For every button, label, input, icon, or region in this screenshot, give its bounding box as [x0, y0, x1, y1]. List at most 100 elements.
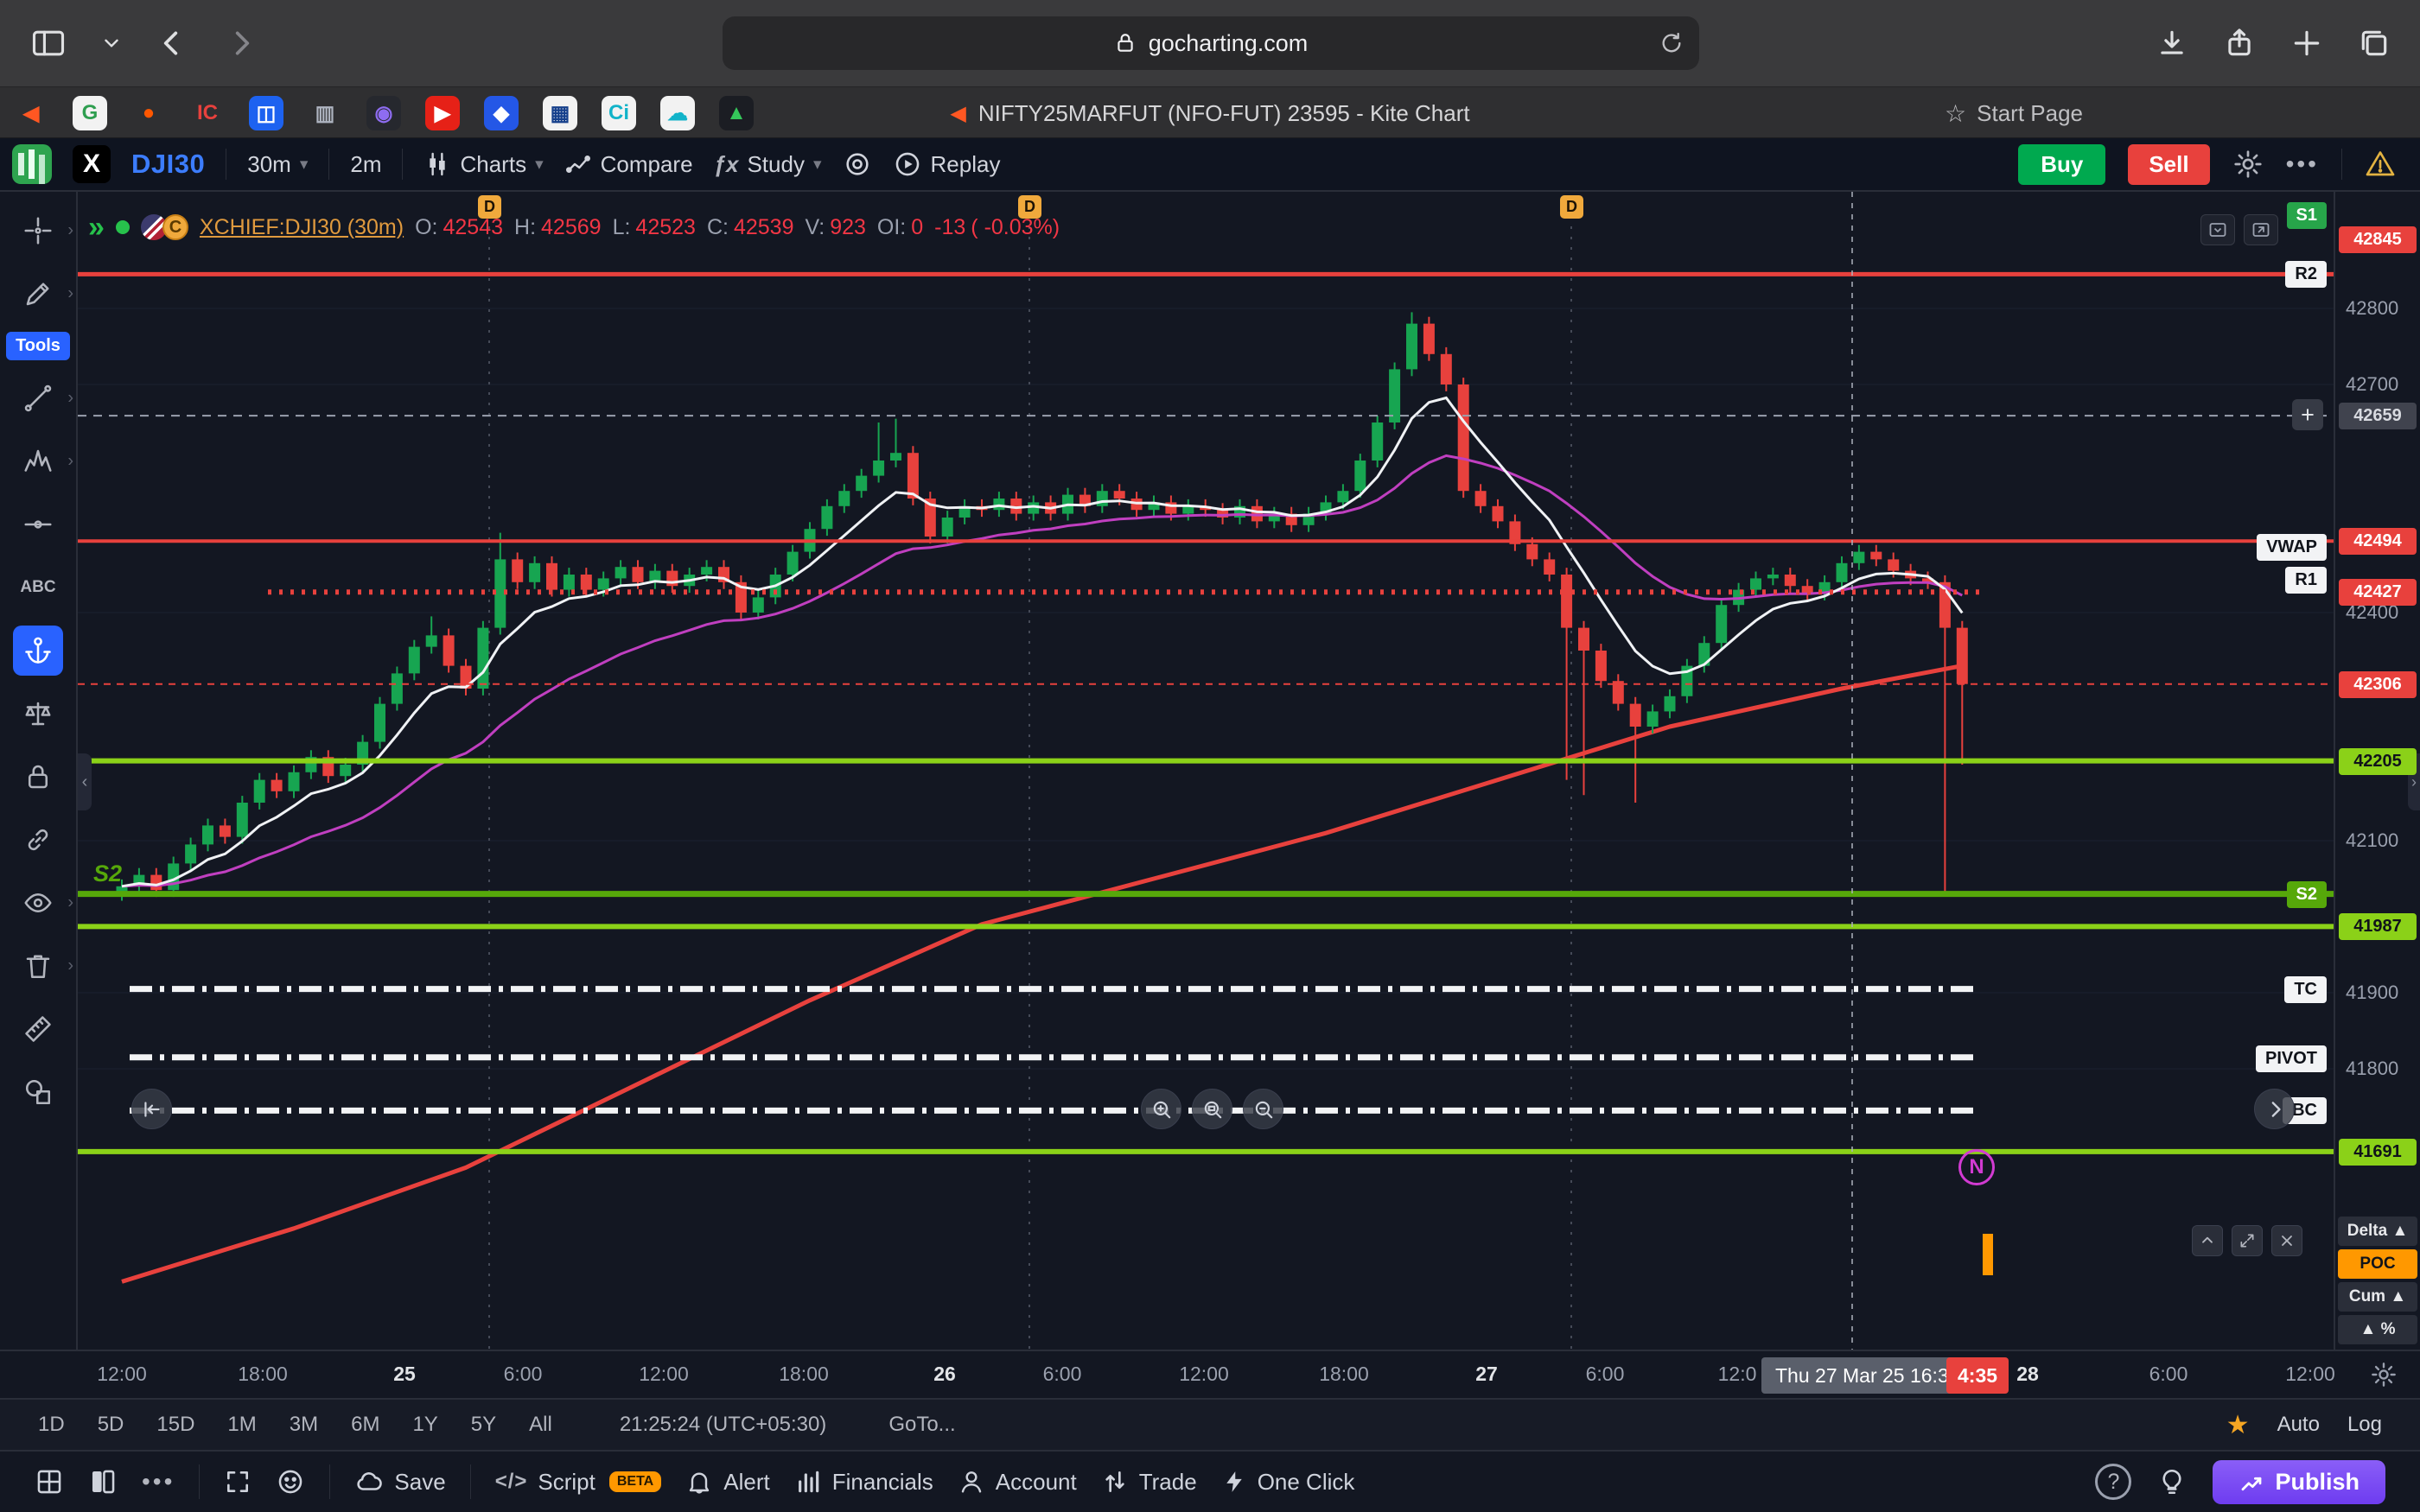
favicon-cloud-site[interactable]: ☁: [660, 96, 695, 130]
favicon-bars-site[interactable]: ▥: [308, 96, 342, 130]
sticker-button[interactable]: [276, 1467, 305, 1496]
favicon-blue-diamond[interactable]: ◆: [484, 96, 519, 130]
legend-expand-icon[interactable]: »: [88, 213, 105, 242]
fullscreen-button[interactable]: [224, 1468, 252, 1496]
share-button[interactable]: [2223, 27, 2256, 60]
gocharting-logo[interactable]: [12, 144, 52, 184]
anchor-tool[interactable]: [13, 626, 63, 676]
lock-tool[interactable]: [13, 752, 63, 802]
series-name[interactable]: XCHIEF:DJI30 (30m): [200, 215, 404, 240]
chart-area[interactable]: » C XCHIEF:DJI30 (30m) O:42543 H:42569 L…: [78, 192, 2334, 1350]
script-button[interactable]: </>ScriptBETA: [495, 1469, 662, 1496]
cursor-tool[interactable]: ›: [13, 206, 63, 256]
favicon-kite[interactable]: ◀: [14, 96, 48, 130]
measure-scale-tool[interactable]: [13, 689, 63, 739]
range-5y[interactable]: 5Y: [471, 1413, 496, 1437]
back-button[interactable]: [156, 26, 190, 60]
new-tab-button[interactable]: [2290, 27, 2323, 60]
reload-icon[interactable]: [1659, 31, 1684, 55]
draw-tool[interactable]: ›: [13, 269, 63, 319]
favicon-orange-circle[interactable]: ●: [131, 96, 166, 130]
panel-close-button[interactable]: [2271, 1225, 2302, 1256]
layout-grid-button[interactable]: [35, 1467, 64, 1496]
help-button[interactable]: ?: [2095, 1464, 2131, 1500]
range-3m[interactable]: 3M: [290, 1413, 318, 1437]
visibility-tool[interactable]: ›: [13, 878, 63, 928]
auto-scale-toggle[interactable]: Auto: [2277, 1413, 2320, 1437]
range-15d[interactable]: 15D: [156, 1413, 194, 1437]
replay-button[interactable]: Replay: [893, 149, 1001, 179]
add-alert-button[interactable]: +: [2292, 399, 2323, 430]
price-axis[interactable]: › 42800427004240042100419004180042845426…: [2334, 192, 2420, 1350]
goto-button[interactable]: GoTo...: [888, 1413, 955, 1437]
favicon-ic-site[interactable]: IC: [190, 96, 225, 130]
legend-collapse-button[interactable]: [2200, 214, 2235, 245]
more-icon[interactable]: •••: [2286, 150, 2319, 178]
symbol-title[interactable]: DJI30: [131, 149, 205, 180]
favicon-youtube[interactable]: ▶: [425, 96, 460, 130]
start-page-link[interactable]: ☆ Start Page: [1945, 87, 2083, 139]
pattern-tool[interactable]: ›: [13, 436, 63, 486]
snapshot-button[interactable]: [843, 149, 872, 179]
zoom-in-button[interactable]: [1141, 1089, 1181, 1129]
log-scale-toggle[interactable]: Log: [2347, 1413, 2382, 1437]
more-layouts-icon[interactable]: •••: [142, 1468, 175, 1496]
favorite-star-icon[interactable]: ★: [2226, 1410, 2250, 1440]
range-1d[interactable]: 1D: [38, 1413, 65, 1437]
clock[interactable]: 21:25:24 (UTC+05:30): [620, 1413, 826, 1437]
sell-button[interactable]: Sell: [2128, 144, 2209, 185]
forward-button[interactable]: [223, 26, 258, 60]
trade-button[interactable]: Trade: [1101, 1468, 1197, 1496]
downloads-button[interactable]: [2156, 27, 2188, 60]
account-button[interactable]: Account: [958, 1468, 1077, 1496]
favicon-hdfc[interactable]: ▦: [543, 96, 577, 130]
shapes-tool[interactable]: [13, 1067, 63, 1117]
one-click-button[interactable]: One Click: [1221, 1469, 1355, 1496]
scroll-to-realtime-button[interactable]: [2254, 1089, 2295, 1129]
sidebar-toggle-button[interactable]: [29, 24, 67, 62]
zoom-out-button[interactable]: [1243, 1089, 1283, 1129]
favicon-palette-site[interactable]: ◉: [366, 96, 401, 130]
multichart-button[interactable]: [88, 1467, 118, 1496]
delete-tool[interactable]: ›: [13, 941, 63, 991]
warning-icon[interactable]: [2365, 149, 2396, 180]
settings-button[interactable]: [2232, 149, 2264, 180]
study-dropdown[interactable]: ƒx Study▾: [714, 151, 822, 178]
financials-button[interactable]: Financials: [794, 1468, 933, 1496]
zoom-box-button[interactable]: [1192, 1089, 1232, 1129]
sidebar-chevron-icon[interactable]: [100, 32, 123, 54]
favicon-dark-chart[interactable]: ▲: [719, 96, 754, 130]
favicon-g-site[interactable]: G: [73, 96, 107, 130]
save-button[interactable]: Save: [354, 1467, 445, 1496]
horizontal-line-tool[interactable]: [13, 499, 63, 550]
range-1m[interactable]: 1M: [227, 1413, 256, 1437]
compare-button[interactable]: Compare: [564, 150, 693, 178]
charts-dropdown[interactable]: Charts▾: [424, 150, 543, 178]
scroll-to-start-button[interactable]: [131, 1089, 172, 1129]
interval-secondary[interactable]: 2m: [350, 151, 381, 178]
publish-button[interactable]: Publish: [2213, 1460, 2385, 1504]
link-tool[interactable]: [13, 815, 63, 865]
panel-collapse-button[interactable]: [2192, 1225, 2223, 1256]
range-1y[interactable]: 1Y: [412, 1413, 437, 1437]
buy-button[interactable]: Buy: [2018, 144, 2105, 185]
text-tool[interactable]: ABC: [13, 562, 63, 613]
xchief-logo[interactable]: X: [73, 145, 111, 183]
alert-button[interactable]: Alert: [685, 1468, 769, 1496]
active-tab[interactable]: ◀ NIFTY25MARFUT (NFO-FUT) 23595 - Kite C…: [950, 87, 1469, 139]
trendline-tool[interactable]: ›: [13, 373, 63, 423]
interval-dropdown[interactable]: 30m▾: [247, 151, 308, 178]
ruler-tool[interactable]: [13, 1004, 63, 1054]
range-5d[interactable]: 5D: [98, 1413, 124, 1437]
favicon-blue-chart[interactable]: ◫: [249, 96, 283, 130]
axis-settings-gear-icon[interactable]: [2370, 1361, 2398, 1391]
panel-expand-button[interactable]: [2232, 1225, 2263, 1256]
chart-expand-button[interactable]: [2244, 214, 2278, 245]
time-axis[interactable]: 12:0018:00256:0012:0018:00266:0012:0018:…: [0, 1350, 2420, 1398]
n-annotation-marker[interactable]: N: [1958, 1149, 1995, 1185]
range-all[interactable]: All: [529, 1413, 552, 1437]
favicon-ci-site[interactable]: Ci: [602, 96, 636, 130]
sidebar-collapse-handle[interactable]: ‹: [78, 753, 92, 810]
ideas-bulb-icon[interactable]: [2157, 1467, 2187, 1496]
tabs-overview-button[interactable]: [2358, 27, 2391, 60]
